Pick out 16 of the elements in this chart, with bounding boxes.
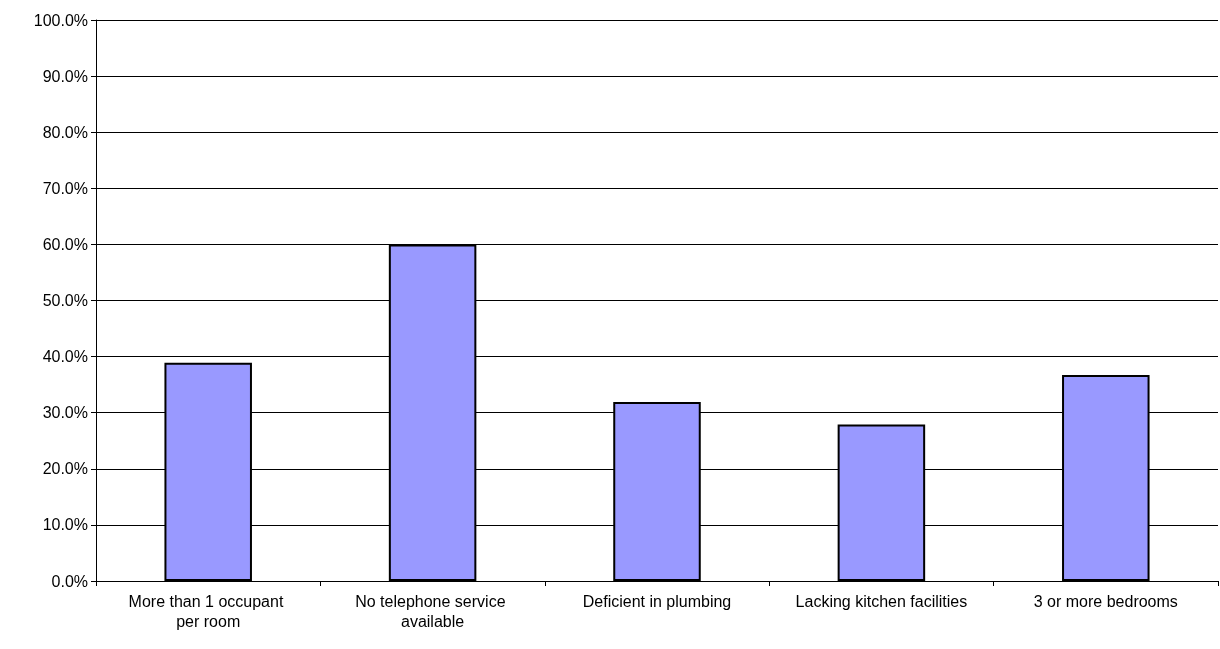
y-tick-label: 60.0%: [42, 235, 88, 253]
y-tick-label: 70.0%: [42, 179, 88, 197]
y-tick-label: 50.0%: [42, 292, 88, 309]
x-tick-label: Deficient in plumbing: [582, 592, 732, 610]
x-tick-label: 3 or more bedrooms: [1033, 592, 1178, 610]
y-tick-label: 20.0%: [42, 460, 88, 478]
y-tick-label: 40.0%: [42, 348, 88, 366]
y-tick-label: 100.0%: [33, 11, 88, 29]
x-tick-label: No telephone service available: [355, 592, 510, 630]
y-tick-label: 0.0%: [51, 572, 88, 590]
x-tick-label: Lacking kitchen facilities: [795, 592, 968, 610]
y-tick-label: 10.0%: [42, 516, 88, 534]
y-tick-label: 30.0%: [42, 404, 88, 422]
y-tick-label: 90.0%: [42, 67, 88, 85]
x-tick-label: More than 1 occupant per room: [128, 592, 288, 630]
y-tick-label: 80.0%: [42, 123, 88, 141]
